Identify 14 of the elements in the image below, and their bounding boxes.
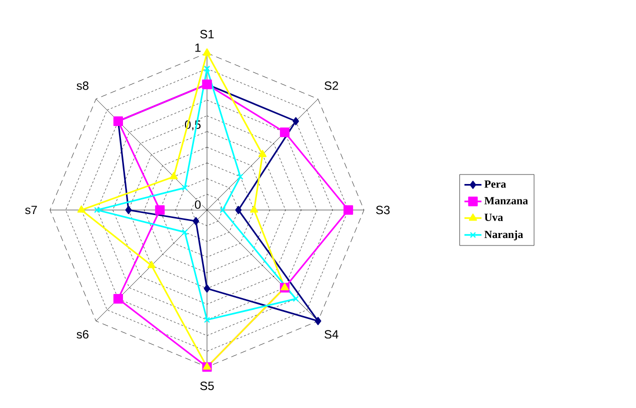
legend-label: Manzana [484, 197, 528, 204]
spoke-label: S5 [200, 382, 214, 390]
legend-label: Naranja [484, 230, 524, 240]
legend-label: Uva [484, 214, 503, 222]
spoke-label: S2 [324, 81, 338, 90]
legend-label: Pera [484, 180, 506, 188]
y-tick-label: 0 [194, 200, 201, 209]
spoke-label: S4 [324, 330, 338, 339]
spoke-label: s6 [76, 330, 88, 339]
spoke-label: S3 [376, 206, 390, 214]
y-tick-label: 1 [195, 44, 201, 52]
spoke-label: S1 [200, 30, 214, 38]
spoke-label: s8 [76, 81, 88, 90]
spoke-label: s7 [25, 206, 37, 214]
